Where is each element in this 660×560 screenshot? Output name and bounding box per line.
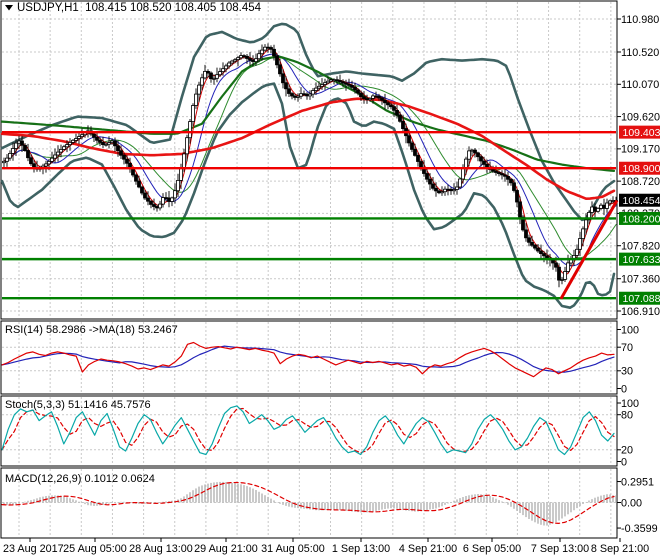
time-axis-label: 8 Sep 21:00 <box>591 543 649 555</box>
support-price-badge: 107.633 <box>623 254 660 266</box>
trend-line[interactable] <box>559 199 619 300</box>
current-price-badge-bg <box>619 193 660 207</box>
support-price-badge: 107.088 <box>623 293 660 305</box>
current-price-badge: 108.454 <box>623 195 660 207</box>
stoch-signal-line <box>1 407 615 454</box>
rsi-scale-label: 70 <box>621 342 633 354</box>
candlestick-series <box>2 43 618 288</box>
price-tick-label: 110.070 <box>621 79 659 91</box>
chart-title: USDJPY,H1 108.415 108.520 108.405 108.45… <box>17 2 262 14</box>
stoch-scale-label: 0 <box>621 456 627 468</box>
price-tick-label: 110.520 <box>621 47 659 59</box>
macd-scale-label: -0.3599 <box>621 523 658 535</box>
price-tick-label: 110.980 <box>621 14 659 26</box>
stoch-scale-label: 20 <box>621 445 633 457</box>
resistance-price-badge: 109.403 <box>623 127 660 139</box>
time-axis-label: 29 Aug 21:00 <box>194 543 258 555</box>
ma-slow-green <box>0 55 616 172</box>
time-axis-label: 6 Sep 05:00 <box>463 543 521 555</box>
time-axis-label: 4 Sep 21:00 <box>399 543 457 555</box>
support-price-badge-bg <box>619 252 660 266</box>
rsi-scale-label: 100 <box>621 324 639 336</box>
price-tick-label: 106.910 <box>621 306 660 318</box>
rsi-line <box>1 341 615 378</box>
macd-scale-label: 0.00 <box>621 497 642 509</box>
macd-scale-label: 0.2951 <box>621 476 654 488</box>
rsi-scale-label: 0 <box>621 383 627 395</box>
time-axis-label: 28 Aug 13:00 <box>129 543 193 555</box>
price-tick-label: 109.170 <box>621 144 660 156</box>
stoch-scale-label: 100 <box>621 398 639 410</box>
macd-signal-line <box>1 481 615 525</box>
symbol-dropdown-icon[interactable] <box>5 5 13 11</box>
stoch-indicator-label: Stoch(5,3,3) 51.1416 45.7576 <box>5 399 151 411</box>
time-axis-label: 7 Sep 13:00 <box>531 543 589 555</box>
price-tick-label: 107.820 <box>621 241 660 253</box>
time-axis-label: 31 Aug 05:00 <box>261 543 325 555</box>
resistance-price-badge-bg <box>619 125 660 139</box>
stoch-main-line <box>1 405 615 456</box>
price-tick-label: 108.720 <box>621 176 660 188</box>
price-tick-label: 107.360 <box>621 274 660 286</box>
rsi-indicator-label: RSI(14) 58.2986 ->MA(18) 53.2467 <box>5 324 178 336</box>
macd-histogram <box>3 481 617 526</box>
rsi-scale-label: 30 <box>621 366 633 378</box>
stoch-scale-label: 80 <box>621 410 633 422</box>
support-price-badge-bg <box>619 211 660 225</box>
support-price-badge-bg <box>619 291 660 305</box>
resistance-price-badge: 108.900 <box>623 163 660 175</box>
ma-slow-red <box>0 97 616 200</box>
resistance-price-badge-bg <box>619 161 660 175</box>
bollinger-upper-band <box>0 22 616 222</box>
stoch-panel[interactable] <box>0 395 618 467</box>
time-axis-label: 23 Aug 2017 <box>3 543 64 555</box>
macd-indicator-label: MACD(12,26,9) 0.1012 0.0624 <box>5 473 155 485</box>
time-axis-label: 1 Sep 13:00 <box>332 543 390 555</box>
time-axis-label: 25 Aug 05:00 <box>63 543 127 555</box>
support-price-badge: 108.200 <box>623 213 660 225</box>
price-tick-label: 109.620 <box>621 111 660 123</box>
